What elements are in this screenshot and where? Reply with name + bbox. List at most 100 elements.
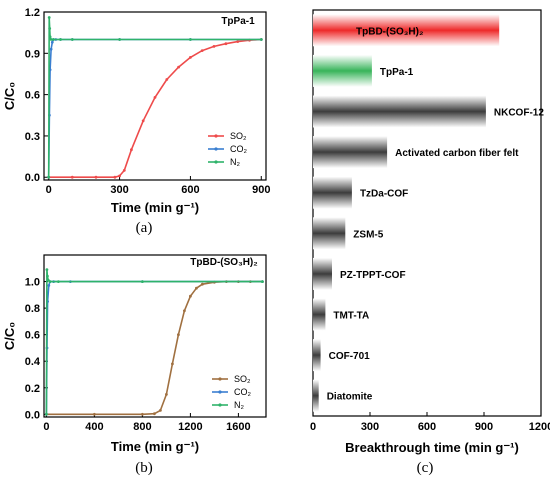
y-tick-label: 0.4 (25, 356, 41, 368)
y-tick-label: 0.0 (25, 172, 40, 184)
data-point-so2 (93, 412, 96, 416)
data-point-n2 (46, 274, 49, 278)
data-point-so2 (165, 78, 169, 81)
bar-label-3: NKCOF-12 (494, 108, 544, 119)
data-point-n2 (47, 175, 51, 179)
data-point-n2 (70, 38, 74, 41)
y-tick-label: 0.6 (25, 330, 40, 342)
legend-label-n2: N₂ (234, 400, 244, 410)
data-point-so2 (212, 45, 216, 48)
data-point-so2 (113, 175, 117, 179)
data-point-so2 (195, 286, 198, 290)
data-point-so2 (171, 362, 174, 366)
legend-marker (218, 390, 222, 394)
data-point-n2 (47, 16, 51, 19)
panel-c-bar-chart: Breakthrough time (min g⁻¹) (c) 0 300 600 9… (310, 9, 550, 476)
x-tick-label: 1600 (226, 421, 250, 433)
bar-1 (313, 14, 500, 47)
legend-label-so2: SO₂ (234, 374, 251, 384)
legend-label-co2: CO₂ (234, 387, 252, 397)
data-point-so2 (183, 309, 186, 313)
data-point-n2 (118, 38, 121, 41)
legend-label-co2: CO₂ (230, 144, 248, 154)
bar-label-1: TpBD-(SO₃H)₂ (356, 26, 423, 37)
data-point-so2 (141, 412, 144, 416)
bar-label-8: TMT-TA (333, 311, 369, 322)
legend-marker (218, 377, 222, 381)
data-point-n2 (48, 280, 52, 283)
x-tick-label: 0 (43, 421, 49, 433)
data-point-n2 (189, 38, 192, 41)
bar-2 (313, 54, 372, 87)
data-point-n2 (49, 38, 53, 41)
data-point-co2 (47, 284, 51, 287)
x-tick-label: 300 (110, 184, 128, 196)
data-point-so2 (177, 65, 181, 69)
panel-a-plot-frame (43, 11, 267, 181)
legend-marker (218, 403, 222, 407)
panel-a-line-chart: TpPa-1 C/C₀ Time (min g⁻¹) (a) 0 300 600 90… (2, 7, 270, 236)
y-tick-label: 0.2 (25, 383, 40, 395)
bar-10 (313, 379, 319, 412)
panel-b-line-chart: TpBD-(SO₃H)₂ C/C₀ Time (min g⁻¹) (b) 0 40… (2, 254, 267, 476)
bar-label-6: ZSM-5 (353, 229, 383, 240)
data-point-so2 (70, 175, 74, 179)
bar-label-10: Diatomite (327, 392, 373, 403)
x-tick-label: 300 (361, 421, 379, 433)
data-point-co2 (49, 47, 53, 51)
y-tick-label: 1.2 (25, 7, 40, 19)
panel-b-label: (b) (135, 460, 153, 476)
panel-a-title: TpPa-1 (221, 16, 255, 27)
bar-6 (313, 217, 346, 250)
legend-label-so2: SO₂ (230, 131, 247, 141)
panel-a-xlabel: Time (min g⁻¹) (111, 200, 199, 215)
data-point-n2 (259, 38, 263, 41)
x-tick-label: 1200 (529, 421, 550, 433)
data-point-n2 (141, 280, 144, 283)
x-tick-label: 900 (475, 421, 493, 433)
data-point-so2 (153, 96, 157, 99)
data-point-so2 (118, 174, 121, 178)
y-tick-label: 0.8 (25, 303, 40, 315)
legend-label-n2: N₂ (230, 157, 240, 167)
data-point-n2 (59, 38, 62, 41)
series-line-so2 (46, 280, 263, 416)
x-tick-label: 600 (418, 421, 436, 433)
data-point-n2 (261, 280, 264, 283)
legend-marker (214, 134, 218, 138)
bar-label-9: COF-701 (329, 351, 371, 362)
data-point-so2 (130, 148, 133, 152)
data-point-so2 (200, 49, 204, 52)
data-point-n2 (48, 27, 52, 30)
panel-b-plot-frame (43, 254, 267, 418)
panel-c-label: (c) (417, 460, 434, 476)
bar-label-5: TzDa-COF (360, 189, 408, 200)
data-point-so2 (122, 169, 126, 172)
bar-label-2: TpPa-1 (380, 67, 414, 78)
bar-3 (313, 95, 486, 128)
panel-a-label: (a) (136, 220, 153, 236)
series-line-n2 (45, 268, 263, 415)
data-point-so2 (159, 409, 162, 412)
data-point-n2 (45, 412, 48, 416)
legend-marker (214, 160, 218, 164)
data-point-so2 (189, 56, 192, 59)
data-point-n2 (52, 38, 55, 41)
panel-c-xlabel: Breakthrough time (min g⁻¹) (345, 440, 519, 455)
panel-a-ylabel: C/C₀ (2, 82, 17, 110)
data-point-n2 (45, 268, 49, 271)
data-point-so2 (165, 393, 168, 396)
y-tick-label: 1.0 (25, 277, 40, 289)
x-tick-label: 1200 (178, 421, 202, 433)
data-point-so2 (189, 294, 192, 298)
data-point-n2 (48, 35, 52, 39)
x-tick-label: 600 (181, 184, 199, 196)
legend-marker (214, 147, 218, 151)
panel-b-title: TpBD-(SO₃H)₂ (190, 257, 257, 268)
x-tick-label: 0 (46, 184, 52, 196)
bar-7 (313, 257, 332, 290)
bar-9 (313, 339, 321, 372)
y-tick-label: 0.9 (25, 48, 40, 60)
x-tick-label: 400 (85, 421, 103, 433)
